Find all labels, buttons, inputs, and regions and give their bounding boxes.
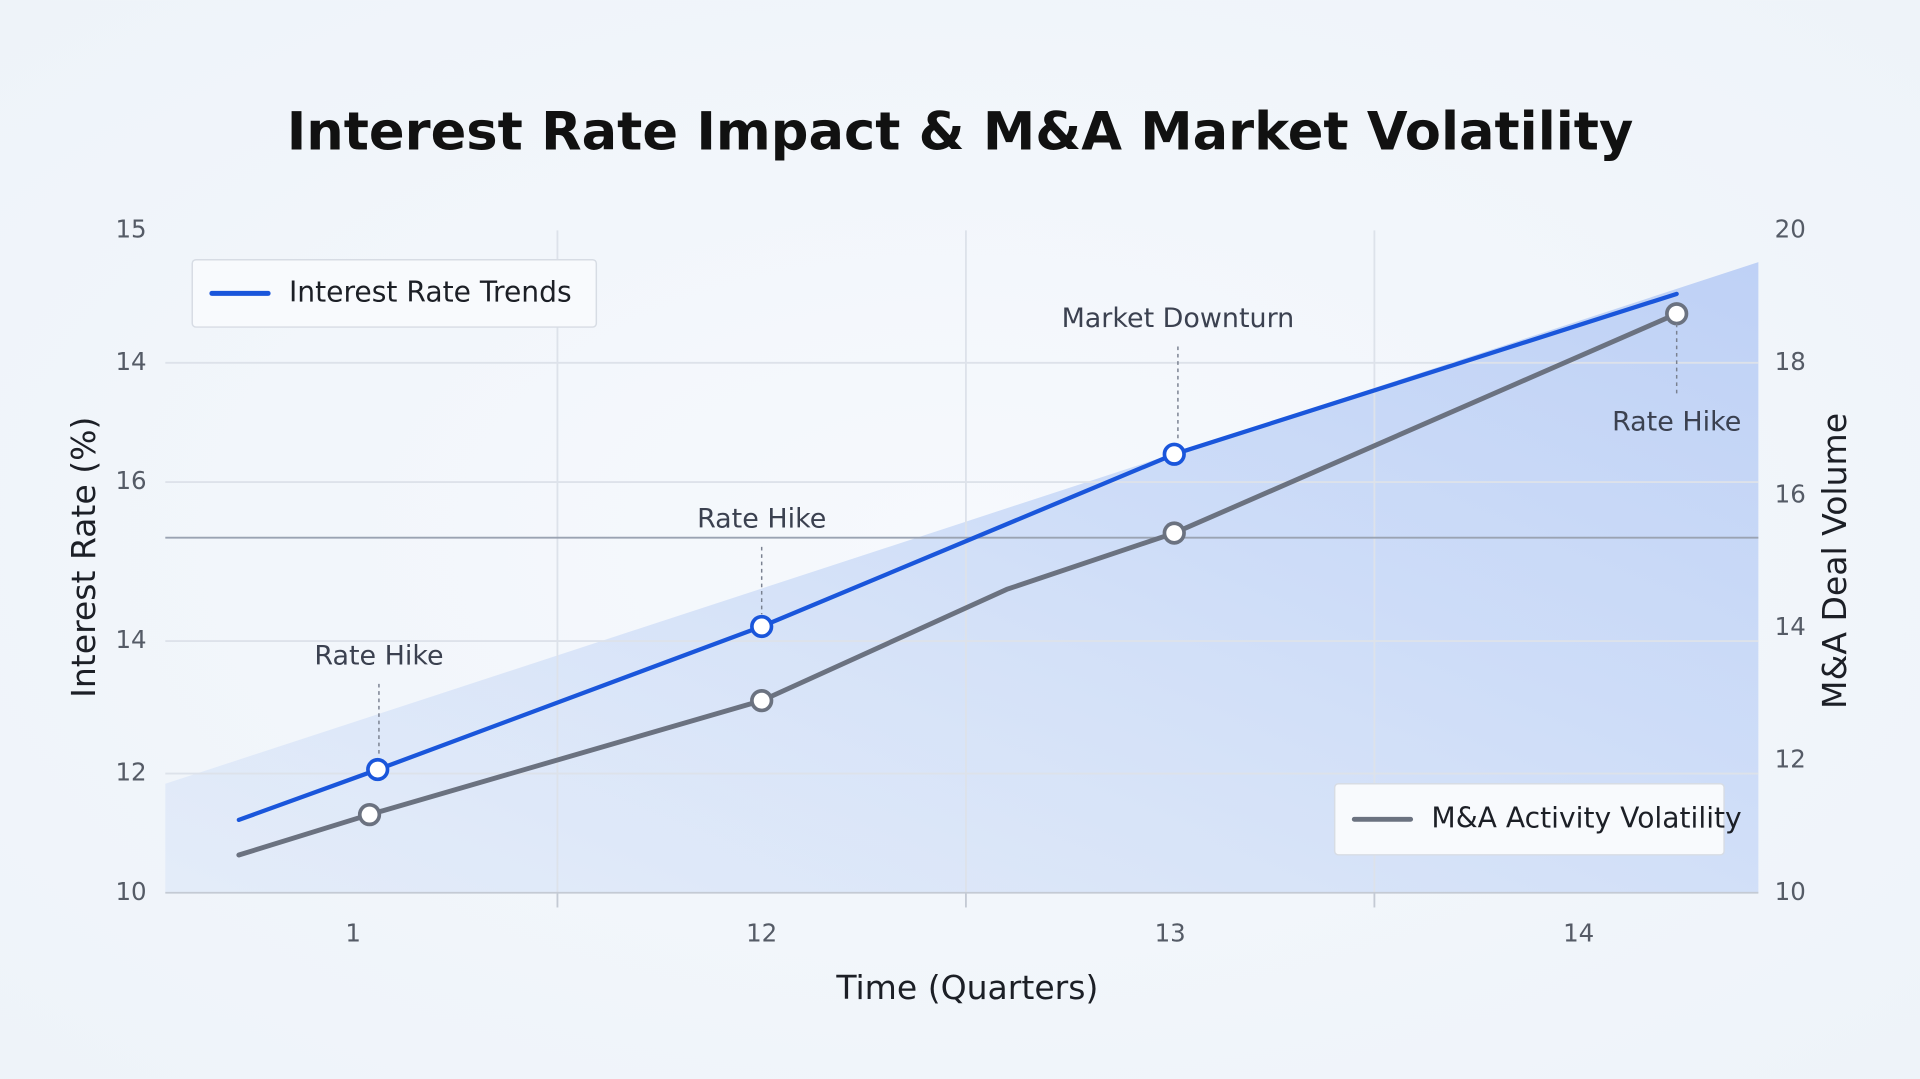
annotation: Rate Hike (314, 640, 443, 671)
y2-tick-label: 18 (1775, 347, 1806, 376)
x-tick-label: 12 (746, 918, 777, 947)
x-tick-label: 14 (1563, 918, 1594, 947)
point-marker (366, 757, 390, 782)
chart-title: Interest Rate Impact & M&A Market Volati… (287, 101, 1634, 162)
point-marker (1162, 521, 1186, 545)
y-tick-label: 16 (115, 466, 146, 495)
point-marker (750, 614, 774, 639)
y2-tick-label: 12 (1775, 744, 1806, 773)
grid (165, 230, 1759, 908)
legend-label: Interest Rate Trends (289, 275, 572, 308)
y-tick-label: 12 (115, 758, 146, 787)
x-tick-label: 13 (1155, 918, 1186, 947)
area-shading (165, 262, 1759, 893)
plot (236, 291, 1689, 858)
point-marker (1162, 442, 1186, 466)
point-marker (750, 689, 774, 713)
y-tick-label: 14 (115, 347, 146, 376)
point-marker (1665, 302, 1689, 326)
y2-axis-title: M&A Deal Volume (1815, 413, 1854, 709)
y-tick-label: 15 (115, 214, 146, 243)
legend: M&A Activity Volatility (1333, 783, 1742, 856)
y-axis-title: Interest Rate (%) (64, 417, 103, 698)
y2-tick-label: 16 (1775, 479, 1806, 508)
annotation: Rate Hike (697, 503, 826, 534)
point-marker (357, 802, 382, 827)
x-axis-title: Time (Quarters) (835, 968, 1098, 1007)
annotation: Market Downturn (1062, 303, 1295, 334)
annotation: Rate Hike (1612, 406, 1741, 437)
y-tick-label: 14 (115, 625, 146, 654)
legend: Interest Rate Trends (191, 258, 598, 328)
y-tick-label: 10 (115, 877, 146, 906)
legend-box (191, 258, 598, 328)
legend-label: M&A Activity Volatility (1431, 801, 1741, 834)
y2-tick-label: 20 (1775, 214, 1806, 243)
legend-box (1333, 783, 1725, 856)
y2-tick-label: 10 (1775, 877, 1806, 906)
line (236, 311, 1680, 858)
y2-tick-label: 14 (1775, 612, 1806, 641)
x-tick-label: 1 (345, 918, 361, 947)
